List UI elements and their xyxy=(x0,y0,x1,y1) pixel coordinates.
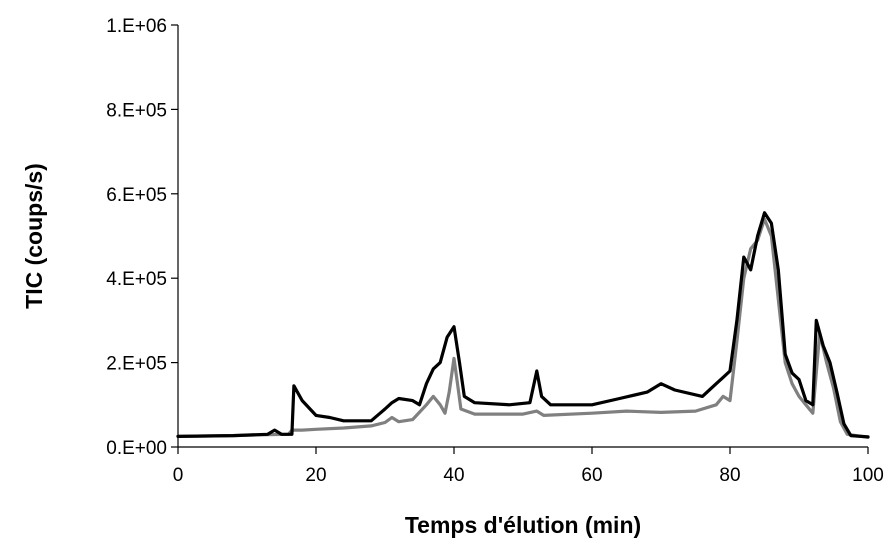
x-axis-title: Temps d'élution (min) xyxy=(405,512,641,538)
y-tick-layer: 0.E+00 2.E+05 4.E+05 6.E+05 8.E+05 1.E+06 xyxy=(106,16,178,459)
y-axis-title: TIC (coups/s) xyxy=(21,163,47,309)
y-tick-label: 1.E+06 xyxy=(106,16,167,37)
y-tick-label: 0.E+00 xyxy=(106,438,167,459)
x-tick-label: 20 xyxy=(305,465,326,486)
x-tick-label: 80 xyxy=(719,465,740,486)
series-line-2 xyxy=(176,211,870,439)
y-tick-label: 2.E+05 xyxy=(106,354,167,375)
y-tick-label: 6.E+05 xyxy=(106,185,167,206)
y-tick-label: 8.E+05 xyxy=(106,100,167,121)
y-tick-label: 4.E+05 xyxy=(106,269,167,290)
x-tick-label: 40 xyxy=(443,465,464,486)
x-tick-layer: 0 20 40 60 80 100 xyxy=(173,447,884,486)
axes-layer xyxy=(177,25,868,448)
series-line-1 xyxy=(176,217,870,439)
x-tick-label: 60 xyxy=(581,465,602,486)
x-tick-label: 0 xyxy=(173,465,184,486)
series-layer xyxy=(176,211,870,439)
x-tick-label: 100 xyxy=(852,465,884,486)
